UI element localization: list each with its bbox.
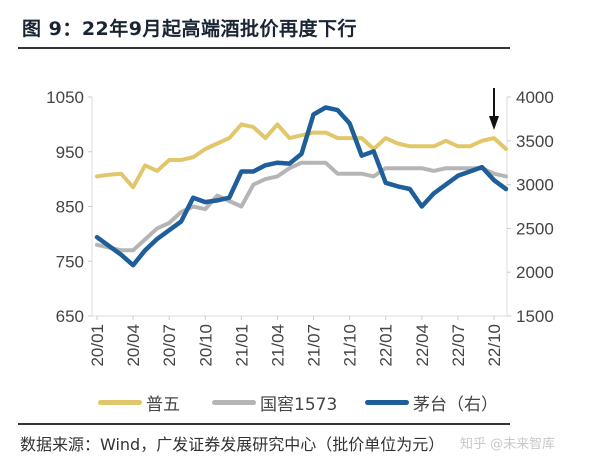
right-tick-label: 4000 [516,88,554,107]
left-tick-label: 1050 [46,88,84,107]
x-tick-label: 21/10 [341,324,360,367]
right-tick-label: 2500 [516,219,554,238]
watermark: 知乎 @未来智库 [460,437,556,452]
legend: 普五 国窖1573 茅台（右） [0,390,600,415]
x-tick-label: 21/01 [232,324,251,367]
left-tick-label: 850 [56,198,84,217]
x-tick-label: 22/04 [413,324,432,367]
arrow-down-icon [488,116,499,130]
left-tick-label: 750 [56,252,84,271]
legend-label: 国窖1573 [260,395,338,415]
source-rule [18,423,510,425]
left-tick-label: 950 [56,143,84,162]
x-tick-label: 21/07 [305,324,324,367]
legend-item-puwu: 普五 [98,390,180,415]
left-tick-label: 650 [56,307,84,326]
right-tick-label: 2000 [516,263,554,282]
legend-item-guojiao: 国窖1573 [212,390,337,415]
x-tick-label: 22/07 [449,324,468,367]
legend-label: 茅台（右） [413,395,498,415]
source-note: 数据来源：Wind，广发证券发展研究中心（批价单位为元） [20,435,445,454]
series-line-moutai [94,105,509,268]
legend-swatch [365,400,409,405]
figure-title: 图 9：22年9月起高端酒批价再度下行 [22,18,357,40]
line-chart: 650 750 850 950 1050 1500 2000 2500 3000 3500 4000… [46,88,554,367]
x-tick-label: 20/01 [88,324,107,367]
x-tick-label: 21/04 [268,324,287,367]
legend-swatch [98,400,142,405]
right-tick-label: 3500 [516,132,554,151]
title-rule [18,47,510,49]
legend-swatch [212,400,256,405]
x-tick-label: 20/04 [124,324,143,367]
x-tick-label: 22/01 [377,324,396,367]
legend-label: 普五 [146,395,180,415]
x-tick-label: 20/10 [196,324,215,367]
legend-item-moutai: 茅台（右） [365,390,498,415]
right-tick-label: 1500 [516,307,554,326]
x-tick-label: 22/10 [485,324,504,367]
right-tick-label: 3000 [516,176,554,195]
x-tick-label: 20/07 [160,324,179,367]
